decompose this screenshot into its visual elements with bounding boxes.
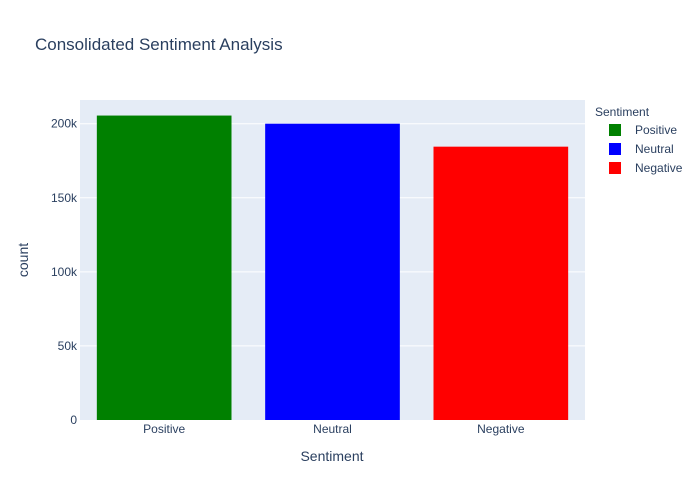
bars <box>96 115 569 421</box>
x-tick-label: Positive <box>143 422 185 436</box>
y-axis-title: count <box>15 243 31 277</box>
y-tick-label: 50k <box>58 339 78 353</box>
legend-label: Neutral <box>635 142 674 156</box>
chart-title: Consolidated Sentiment Analysis <box>35 35 283 54</box>
legend-title: Sentiment <box>595 105 650 119</box>
y-axis-ticks: 0 50k 100k 150k 200k <box>51 117 78 427</box>
x-axis-ticks: Positive Neutral Negative <box>143 422 525 436</box>
bar-neutral[interactable] <box>265 123 400 420</box>
legend-item-negative[interactable]: Negative <box>609 161 683 175</box>
legend-label: Positive <box>635 123 677 137</box>
legend-label: Negative <box>635 161 683 175</box>
y-tick-label: 150k <box>51 191 78 205</box>
y-tick-label: 100k <box>51 265 78 279</box>
x-axis-title: Sentiment <box>300 448 363 464</box>
legend: Sentiment Positive Neutral Negative <box>595 105 683 175</box>
bar-negative[interactable] <box>433 146 569 420</box>
legend-item-positive[interactable]: Positive <box>609 123 677 137</box>
legend-swatch <box>609 162 621 174</box>
legend-swatch <box>609 143 621 155</box>
y-tick-label: 200k <box>51 117 78 131</box>
y-tick-label: 0 <box>70 413 77 427</box>
x-tick-label: Neutral <box>313 422 352 436</box>
legend-item-neutral[interactable]: Neutral <box>609 142 674 156</box>
bar-positive[interactable] <box>96 115 232 421</box>
x-tick-label: Negative <box>477 422 525 436</box>
legend-swatch <box>609 124 621 136</box>
